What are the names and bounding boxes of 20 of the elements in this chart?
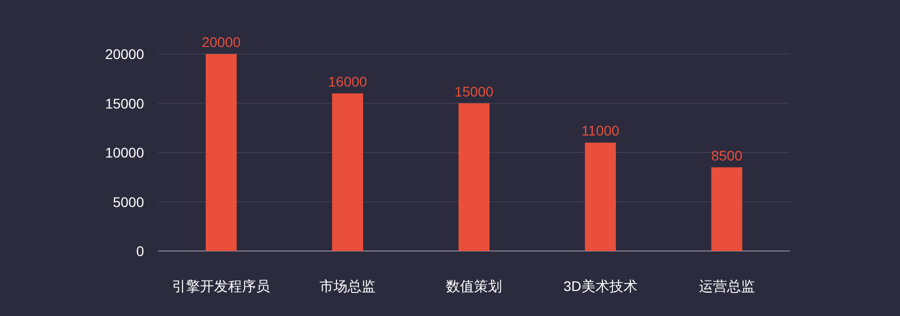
bar <box>206 54 237 251</box>
y-tick-label: 5000 <box>112 194 144 210</box>
bar <box>332 93 364 251</box>
x-tick-label: 市场总监 <box>320 278 376 294</box>
data-label: 8500 <box>711 147 743 164</box>
data-label: 16000 <box>328 73 368 90</box>
y-tick-label: 10000 <box>105 144 144 160</box>
y-tick-label: 0 <box>136 243 144 259</box>
bar <box>711 167 742 251</box>
x-tick-label: 引擎开发程序员 <box>172 278 270 294</box>
data-label: 11000 <box>581 122 620 139</box>
bar <box>458 103 490 251</box>
data-label: 20000 <box>202 34 241 50</box>
x-tick-label: 运营总监 <box>698 278 755 294</box>
y-tick-label: 15000 <box>105 95 144 112</box>
bar <box>584 142 616 251</box>
y-tick-label: 20000 <box>105 46 144 62</box>
x-tick-label: 3D美术技术 <box>563 278 638 294</box>
data-label: 15000 <box>454 83 494 100</box>
x-tick-label: 数值策划 <box>446 278 502 294</box>
